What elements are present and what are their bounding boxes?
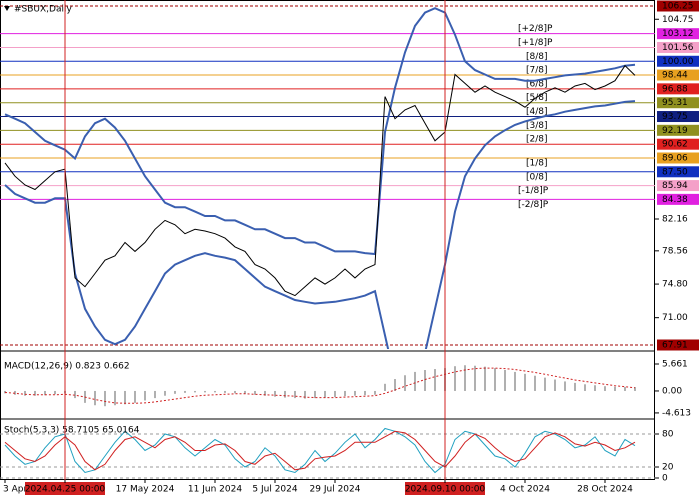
level-tag: [3/8] bbox=[526, 121, 548, 131]
level-tag: [4/8] bbox=[526, 107, 548, 117]
level-label: 100.00 bbox=[662, 57, 694, 67]
level-box bbox=[657, 152, 699, 164]
level-box bbox=[657, 55, 699, 67]
level-box bbox=[657, 339, 699, 351]
level-box bbox=[657, 97, 699, 109]
level-box bbox=[657, 28, 699, 40]
y-tick-label: 78.56 bbox=[662, 246, 688, 256]
x-tick-label: 4 Oct 2024 bbox=[500, 485, 550, 495]
y-tick-label: 20 bbox=[662, 463, 674, 473]
x-tick-label: 28 Oct 2024 bbox=[577, 485, 633, 495]
level-label: 95.31 bbox=[662, 98, 688, 108]
level-tag: [7/8] bbox=[526, 66, 548, 76]
x-tick-label: 17 May 2024 bbox=[116, 485, 175, 495]
level-label: 84.38 bbox=[662, 195, 688, 205]
level-label: 92.19 bbox=[662, 126, 688, 136]
x-tick-label: 3 Apr bbox=[3, 485, 27, 495]
level-box bbox=[657, 138, 699, 150]
series-line bbox=[4, 367, 636, 404]
level-box bbox=[657, 111, 699, 123]
level-box bbox=[657, 124, 699, 136]
level-label: 103.12 bbox=[662, 29, 694, 39]
level-tag: [-2/8]P bbox=[518, 200, 549, 210]
level-tag: [0/8] bbox=[526, 172, 548, 182]
stoch-panel bbox=[0, 427, 655, 479]
level-label: 96.88 bbox=[662, 84, 688, 94]
level-tag: [2/8] bbox=[526, 135, 548, 145]
level-tag: [5/8] bbox=[526, 93, 548, 103]
y-tick-label: 82.16 bbox=[662, 215, 688, 225]
x-tick-label: 29 Jul 2024 bbox=[310, 485, 361, 495]
series-line bbox=[4, 64, 636, 297]
y-tick-label: 104.75 bbox=[662, 15, 694, 25]
level-tag: [1/8] bbox=[526, 158, 548, 168]
level-box bbox=[657, 180, 699, 192]
macd-title: MACD(12,26,9) 0.823 0.662 bbox=[4, 362, 130, 372]
level-label: 89.06 bbox=[662, 153, 688, 163]
level-box bbox=[657, 0, 699, 12]
y-tick-label: -4.613 bbox=[662, 408, 691, 418]
y-tick-label: 71.00 bbox=[662, 313, 688, 323]
level-label: 90.62 bbox=[662, 140, 688, 150]
x-tick-label: 2024.09.10 00:00 bbox=[405, 485, 486, 495]
x-tick-label: 11 Jun 2024 bbox=[188, 485, 242, 495]
macd-panel bbox=[4, 365, 636, 407]
y-tick-label: 74.80 bbox=[662, 280, 688, 290]
level-label: 85.94 bbox=[662, 181, 688, 191]
marker-box bbox=[25, 482, 105, 495]
level-tag: [8/8] bbox=[526, 52, 548, 62]
frame bbox=[0, 0, 655, 480]
level-label: 106.25 bbox=[662, 2, 694, 12]
level-tag: [6/8] bbox=[526, 79, 548, 89]
chart-title: #SBUX,Daily bbox=[14, 5, 72, 15]
level-box bbox=[657, 193, 699, 205]
level-label: 67.91 bbox=[662, 341, 688, 351]
y-tick-label: 0 bbox=[662, 474, 668, 484]
level-label: 98.44 bbox=[662, 71, 688, 81]
level-label: 87.50 bbox=[662, 167, 688, 177]
level-tag: [+2/8]P bbox=[518, 24, 553, 34]
marker-box bbox=[405, 482, 485, 495]
series-line bbox=[4, 7, 636, 256]
y-tick-label: 5.661 bbox=[662, 360, 688, 370]
series-line bbox=[4, 430, 636, 471]
level-tag: [-1/8]P bbox=[518, 186, 549, 196]
y-tick-label: 80 bbox=[662, 430, 674, 440]
x-tick-label: 5 Jul 2024 bbox=[252, 485, 297, 495]
series-line bbox=[4, 427, 636, 474]
level-box bbox=[657, 166, 699, 178]
stoch-title: Stoch(5,3,3) 58.7105 65.0164 bbox=[4, 426, 140, 436]
level-box bbox=[657, 41, 699, 53]
price-panel: [+2/8]P [+1/8]P [8/8] [7/8] [6/8] [5/8] [4/8] [… bbox=[0, 5, 655, 349]
level-box bbox=[657, 69, 699, 81]
level-box bbox=[657, 83, 699, 95]
level-label: 101.56 bbox=[662, 43, 694, 53]
level-label: 93.75 bbox=[662, 112, 688, 122]
axes: 106.25 103.12 101.56 100.00 98.44 96.88 95.31 9… bbox=[655, 0, 699, 484]
y-tick-label: 0.00 bbox=[662, 386, 682, 396]
icon bbox=[4, 6, 10, 11]
series-line bbox=[4, 100, 636, 349]
level-tag: [+1/8]P bbox=[518, 38, 553, 48]
x-tick-label: 2024.04.25 00:00 bbox=[25, 485, 106, 495]
